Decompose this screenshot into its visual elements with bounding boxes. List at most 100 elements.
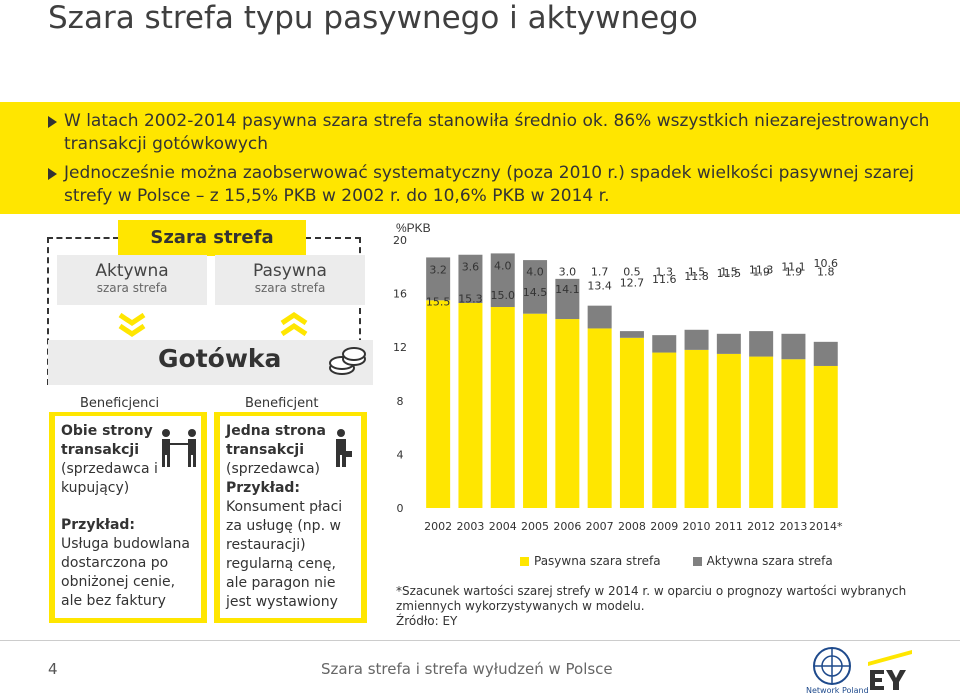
data-label-active: 4.0 <box>494 259 512 272</box>
summary-band <box>0 102 960 214</box>
y-axis-ticks: 0 4 8 12 16 20 <box>393 234 407 515</box>
data-label-passive: 11.5 <box>717 267 742 280</box>
data-label-active: 3.6 <box>462 261 480 274</box>
bar-active <box>490 253 515 307</box>
bar-passive <box>523 313 548 508</box>
bar-active <box>523 260 548 314</box>
bullet-2: Jednocześnie można zaobserwować systemat… <box>48 162 948 208</box>
y-axis-label: %PKB <box>396 221 431 235</box>
x-tick-label: 2013 <box>779 520 807 533</box>
bar-active <box>619 331 644 338</box>
un-global-compact-logo <box>813 647 851 685</box>
ey-logo <box>868 650 912 690</box>
legend-passive: Pasywna szara strefa <box>520 554 661 568</box>
left-example-label: Przykład: <box>61 517 136 533</box>
x-tick-label: 2008 <box>618 520 646 533</box>
x-tick-label: 2003 <box>456 520 484 533</box>
data-label-active: 1.3 <box>656 266 674 279</box>
x-tick-label: 2011 <box>715 520 743 533</box>
bullet-1: W latach 2002-2014 pasywna szara strefa … <box>48 110 948 156</box>
x-axis-ticks: 2002 2003 2004 2005 2006 2007 2008 2009 2010 2011… <box>424 520 843 533</box>
coins-icon <box>329 347 366 375</box>
active-box: Aktywna szara strefa <box>57 255 207 305</box>
bar-active <box>458 254 483 303</box>
cash-box <box>48 340 373 385</box>
passive-sub: szara strefa <box>254 281 326 295</box>
legend-label-active: Aktywna szara strefa <box>706 554 833 568</box>
chevron-down-icon <box>118 312 146 338</box>
data-label-passive: 13.4 <box>587 280 612 293</box>
left-normal: (sprzedawca i kupujący) <box>61 461 158 496</box>
right-example-label: Przykład: <box>226 480 301 496</box>
cash-label: Gotówka <box>158 344 282 373</box>
y-tick-label: 12 <box>393 341 407 354</box>
x-tick-label: 2005 <box>521 520 549 533</box>
beneficiaries-left-header: Beneficjenci <box>80 396 160 411</box>
bar-active <box>716 333 741 354</box>
data-label-active: 0.5 <box>623 266 641 279</box>
frame-top-left <box>47 237 119 239</box>
chevron-up-icon <box>280 312 308 337</box>
left-bold: Obie strony transakcji <box>61 423 153 458</box>
footnote: *Szacunek wartości szarej strefy w 2014 … <box>396 584 907 613</box>
handshake-icon <box>162 429 196 467</box>
y-tick-label: 16 <box>393 288 407 301</box>
legend-swatch-passive <box>520 556 529 566</box>
data-label-passive: 11.8 <box>684 270 709 283</box>
active-title: Aktywna <box>95 261 169 281</box>
data-label-active: 4.0 <box>526 266 544 279</box>
data-label-passive: 15.5 <box>426 296 451 309</box>
page-title: Szara strefa typu pasywnego i aktywnego <box>48 0 698 36</box>
right-normal: (sprzedawca) <box>226 461 321 477</box>
bar-active <box>749 331 774 357</box>
data-label-passive: 11.3 <box>749 264 774 277</box>
data-label-passive: 14.5 <box>523 286 548 299</box>
y-tick-label: 0 <box>397 502 404 515</box>
legend-label-passive: Pasywna szara strefa <box>534 554 661 568</box>
y-tick-label: 8 <box>397 395 404 408</box>
bar-active <box>781 333 806 360</box>
data-label-passive: 14.1 <box>555 283 580 296</box>
page-number: 4 <box>48 660 58 678</box>
legend-active: Aktywna szara strefa <box>692 554 833 568</box>
legend-swatch-active <box>692 556 702 566</box>
x-tick-label: 2006 <box>553 520 581 533</box>
y-tick-label: 20 <box>393 234 407 247</box>
left-beneficiary-content: Obie strony transakcji (sprzedawca i kupu… <box>55 416 201 618</box>
bar-active <box>652 335 677 353</box>
bar-active <box>587 305 612 329</box>
network-label: Network Poland <box>806 686 869 695</box>
bar-passive <box>716 353 741 508</box>
footer-title: Szara strefa i strefa wyłudzeń w Polsce <box>321 660 613 678</box>
chart-legend: Pasywna szara strefa Aktywna szara stref… <box>520 554 833 568</box>
bar-passive <box>813 365 838 508</box>
data-label-active: 3.0 <box>559 266 577 279</box>
triangle-bullet-icon <box>48 168 57 180</box>
shadow-economy-header: Szara strefa <box>118 220 306 256</box>
x-tick-label: 2004 <box>489 520 517 533</box>
beneficiaries-right-header: Beneficjent <box>245 396 319 411</box>
data-label-passive: 10.6 <box>814 257 839 270</box>
bar-passive <box>619 337 644 508</box>
bar-passive <box>490 307 515 508</box>
bar-active <box>426 257 451 301</box>
data-label-passive: 15.0 <box>491 289 516 302</box>
data-label-passive: 11.1 <box>781 260 806 273</box>
data-label-active: 1.9 <box>785 266 803 279</box>
passive-box: Pasywna szara strefa <box>215 255 365 305</box>
chart-bars: 15.53.215.33.615.04.014.54.014.13.013.41… <box>426 253 838 508</box>
bar-passive <box>652 352 677 508</box>
right-example: Konsument płaci za usługę (np. w restaur… <box>226 499 343 610</box>
data-label-active: 1.5 <box>688 266 706 279</box>
right-bold: Jedna strona transakcji <box>226 423 326 458</box>
bar-passive <box>684 349 709 508</box>
data-label-active: 1.9 <box>752 266 770 279</box>
bar-active <box>555 278 580 320</box>
data-label-active: 1.7 <box>591 266 609 279</box>
active-sub: szara strefa <box>96 281 168 295</box>
data-label-passive: 15.3 <box>458 292 483 305</box>
data-label-active: 1.8 <box>817 266 835 279</box>
left-example: Usługa budowlana dostarczona po obniżone… <box>61 536 190 609</box>
chart-note: *Szacunek wartości szarej strefy w 2014 … <box>396 584 936 629</box>
businessman-icon <box>336 429 352 467</box>
